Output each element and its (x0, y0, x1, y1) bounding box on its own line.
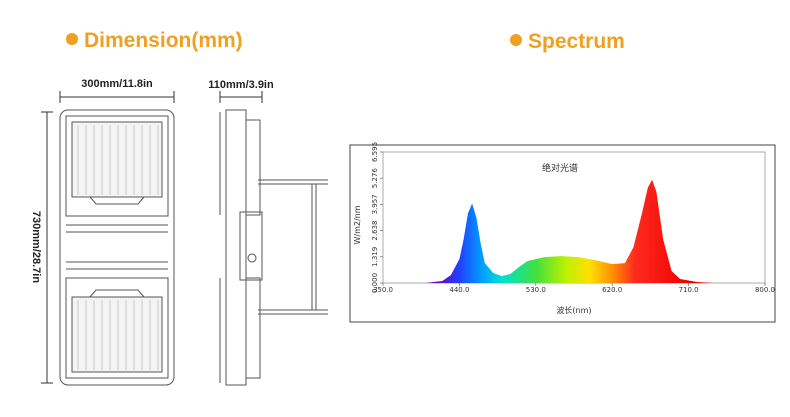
heading: Spectrum (528, 30, 625, 53)
side-view (219, 109, 328, 386)
x-axis-label: 波长(nm) (556, 305, 591, 315)
plot (425, 179, 715, 283)
dimension-label: 300mm/11.8in (81, 78, 153, 90)
bullet (510, 34, 522, 46)
chart-frame (349, 144, 776, 323)
dimension-label: 730mm/28.7in (30, 211, 42, 283)
chart-title: 绝对光谱 (542, 162, 578, 174)
y-tick-label: 5.276 (371, 168, 379, 189)
y-tick-label: 0.000 (371, 273, 379, 293)
x-tick-label: 800.0 (755, 286, 775, 294)
x-tick-label: 620.0 (602, 286, 622, 294)
heading: Dimension(mm) (84, 29, 243, 52)
dimension-label: 110mm/3.9in (208, 79, 274, 91)
x-tick-label: 710.0 (679, 286, 699, 294)
bullet (66, 33, 78, 45)
x-tick-label: 530.0 (526, 286, 546, 294)
y-tick-label: 6.595 (371, 142, 379, 162)
led-grid (77, 125, 159, 370)
dimension-lines (41, 91, 263, 384)
x-tick-label: 440.0 (449, 286, 469, 294)
front-view (59, 109, 175, 386)
y-axis-label: W/m2/nm (353, 205, 362, 244)
x-tick-label: 350.0 (373, 286, 393, 294)
y-tick-label: 2.638 (371, 221, 379, 241)
y-tick-label: 3.957 (371, 194, 379, 214)
y-tick-label: 1.319 (371, 247, 379, 267)
spectrum-area (425, 179, 715, 283)
